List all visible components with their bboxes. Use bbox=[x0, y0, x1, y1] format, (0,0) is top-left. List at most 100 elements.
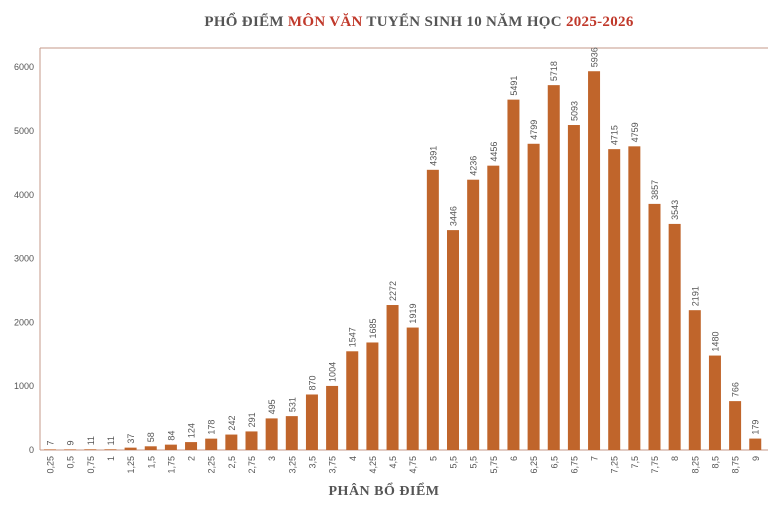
y-tick-label: 4000 bbox=[14, 190, 34, 200]
x-tick-label: 8,75 bbox=[731, 456, 741, 474]
x-tick-label: 4,25 bbox=[368, 456, 378, 474]
y-tick-label: 1000 bbox=[14, 381, 34, 391]
x-tick-label: 7,75 bbox=[650, 456, 660, 474]
bar-value-label: 3446 bbox=[449, 206, 459, 226]
x-tick-label: 3,75 bbox=[328, 456, 338, 474]
x-tick-label: 1 bbox=[106, 456, 116, 461]
x-tick-label: 6,75 bbox=[569, 456, 579, 474]
bar bbox=[708, 355, 721, 450]
bar-value-label: 870 bbox=[307, 375, 317, 390]
x-tick-label: 4,5 bbox=[388, 456, 398, 469]
bar-value-label: 178 bbox=[207, 420, 217, 435]
bar-value-label: 291 bbox=[247, 412, 257, 427]
bar bbox=[346, 351, 359, 450]
x-tick-label: 2,75 bbox=[247, 456, 257, 474]
x-tick-label: 6 bbox=[509, 456, 519, 461]
bar bbox=[729, 401, 742, 450]
bar bbox=[64, 449, 77, 450]
x-tick-label: 0,25 bbox=[46, 456, 56, 474]
bar-value-label: 3857 bbox=[650, 180, 660, 200]
bar-value-label: 4759 bbox=[630, 122, 640, 142]
bar bbox=[567, 125, 580, 451]
bar-value-label: 124 bbox=[187, 423, 197, 438]
x-tick-label: 7,5 bbox=[630, 456, 640, 469]
bar-value-label: 242 bbox=[227, 416, 237, 431]
bar-value-label: 5936 bbox=[590, 47, 600, 67]
bar-value-label: 11 bbox=[106, 436, 116, 445]
bar bbox=[487, 165, 500, 450]
bar bbox=[547, 85, 560, 450]
x-tick-label: 2,5 bbox=[227, 456, 237, 469]
x-axis-label: PHÂN BỔ ĐIỂM bbox=[328, 484, 440, 499]
bar-value-label: 766 bbox=[731, 382, 741, 397]
bar-value-label: 4456 bbox=[489, 142, 499, 162]
bar-value-label: 3543 bbox=[670, 200, 680, 220]
x-tick-label: 8 bbox=[670, 456, 680, 461]
bar-value-label: 9 bbox=[66, 440, 76, 445]
x-tick-label: 3,5 bbox=[307, 456, 317, 469]
y-tick-label: 2000 bbox=[14, 317, 34, 327]
bar bbox=[467, 179, 480, 450]
x-tick-label: 3,25 bbox=[287, 456, 297, 474]
bar-value-label: 2191 bbox=[690, 286, 700, 306]
x-tick-label: 0,75 bbox=[86, 456, 96, 474]
bar bbox=[265, 418, 278, 450]
bar-value-label: 4391 bbox=[428, 146, 438, 166]
bar-value-label: 7 bbox=[46, 441, 56, 446]
bar bbox=[588, 71, 601, 450]
x-tick-label: 1,5 bbox=[146, 456, 156, 469]
bar bbox=[44, 449, 56, 450]
x-tick-label: 3 bbox=[267, 456, 277, 461]
x-tick-label: 6,5 bbox=[549, 456, 559, 469]
bar bbox=[527, 143, 540, 450]
bar bbox=[84, 449, 97, 450]
x-tick-label: 7 bbox=[590, 456, 600, 461]
bar bbox=[447, 230, 459, 450]
bar bbox=[326, 385, 339, 450]
bar-value-label: 5718 bbox=[549, 61, 559, 81]
x-tick-label: 5,5 bbox=[469, 456, 479, 469]
bar bbox=[366, 342, 379, 450]
bar bbox=[688, 310, 701, 450]
bar bbox=[406, 327, 419, 450]
bar-value-label: 495 bbox=[267, 399, 277, 414]
bar-value-label: 1480 bbox=[710, 332, 720, 352]
bar bbox=[185, 442, 198, 450]
y-tick-label: 5000 bbox=[14, 126, 34, 136]
bar-value-label: 5093 bbox=[569, 101, 579, 121]
bar bbox=[144, 446, 157, 450]
bar bbox=[628, 146, 641, 450]
bar-value-label: 179 bbox=[751, 420, 761, 435]
bar bbox=[104, 449, 117, 450]
x-tick-label: 6,25 bbox=[529, 456, 539, 474]
bar bbox=[305, 394, 318, 450]
bar-value-label: 1004 bbox=[328, 362, 338, 382]
bar-value-label: 5491 bbox=[509, 76, 519, 96]
x-tick-label: 5,5 bbox=[449, 456, 459, 469]
bar bbox=[608, 149, 621, 450]
bar bbox=[668, 223, 681, 450]
bar bbox=[205, 438, 218, 450]
x-tick-label: 2 bbox=[187, 456, 197, 461]
bar-value-label: 1919 bbox=[408, 304, 418, 324]
x-tick-label: 4 bbox=[348, 456, 358, 461]
bar-value-label: 37 bbox=[126, 434, 136, 444]
y-tick-label: 6000 bbox=[14, 62, 34, 72]
x-tick-label: 7,25 bbox=[610, 456, 620, 474]
bar bbox=[749, 438, 762, 450]
bar bbox=[426, 169, 439, 450]
bar-value-label: 2272 bbox=[388, 281, 398, 301]
bar bbox=[245, 431, 258, 450]
x-tick-label: 4,75 bbox=[408, 456, 418, 474]
x-tick-label: 0,5 bbox=[66, 456, 76, 469]
bar bbox=[124, 447, 137, 450]
bar bbox=[648, 203, 661, 450]
bar bbox=[386, 305, 399, 450]
x-tick-label: 9 bbox=[751, 456, 761, 461]
bar bbox=[285, 416, 298, 450]
bar-value-label: 4715 bbox=[610, 125, 620, 145]
x-tick-label: 8,25 bbox=[690, 456, 700, 474]
x-tick-label: 8,5 bbox=[710, 456, 720, 469]
y-tick-label: 0 bbox=[29, 445, 34, 455]
bar bbox=[507, 99, 520, 451]
